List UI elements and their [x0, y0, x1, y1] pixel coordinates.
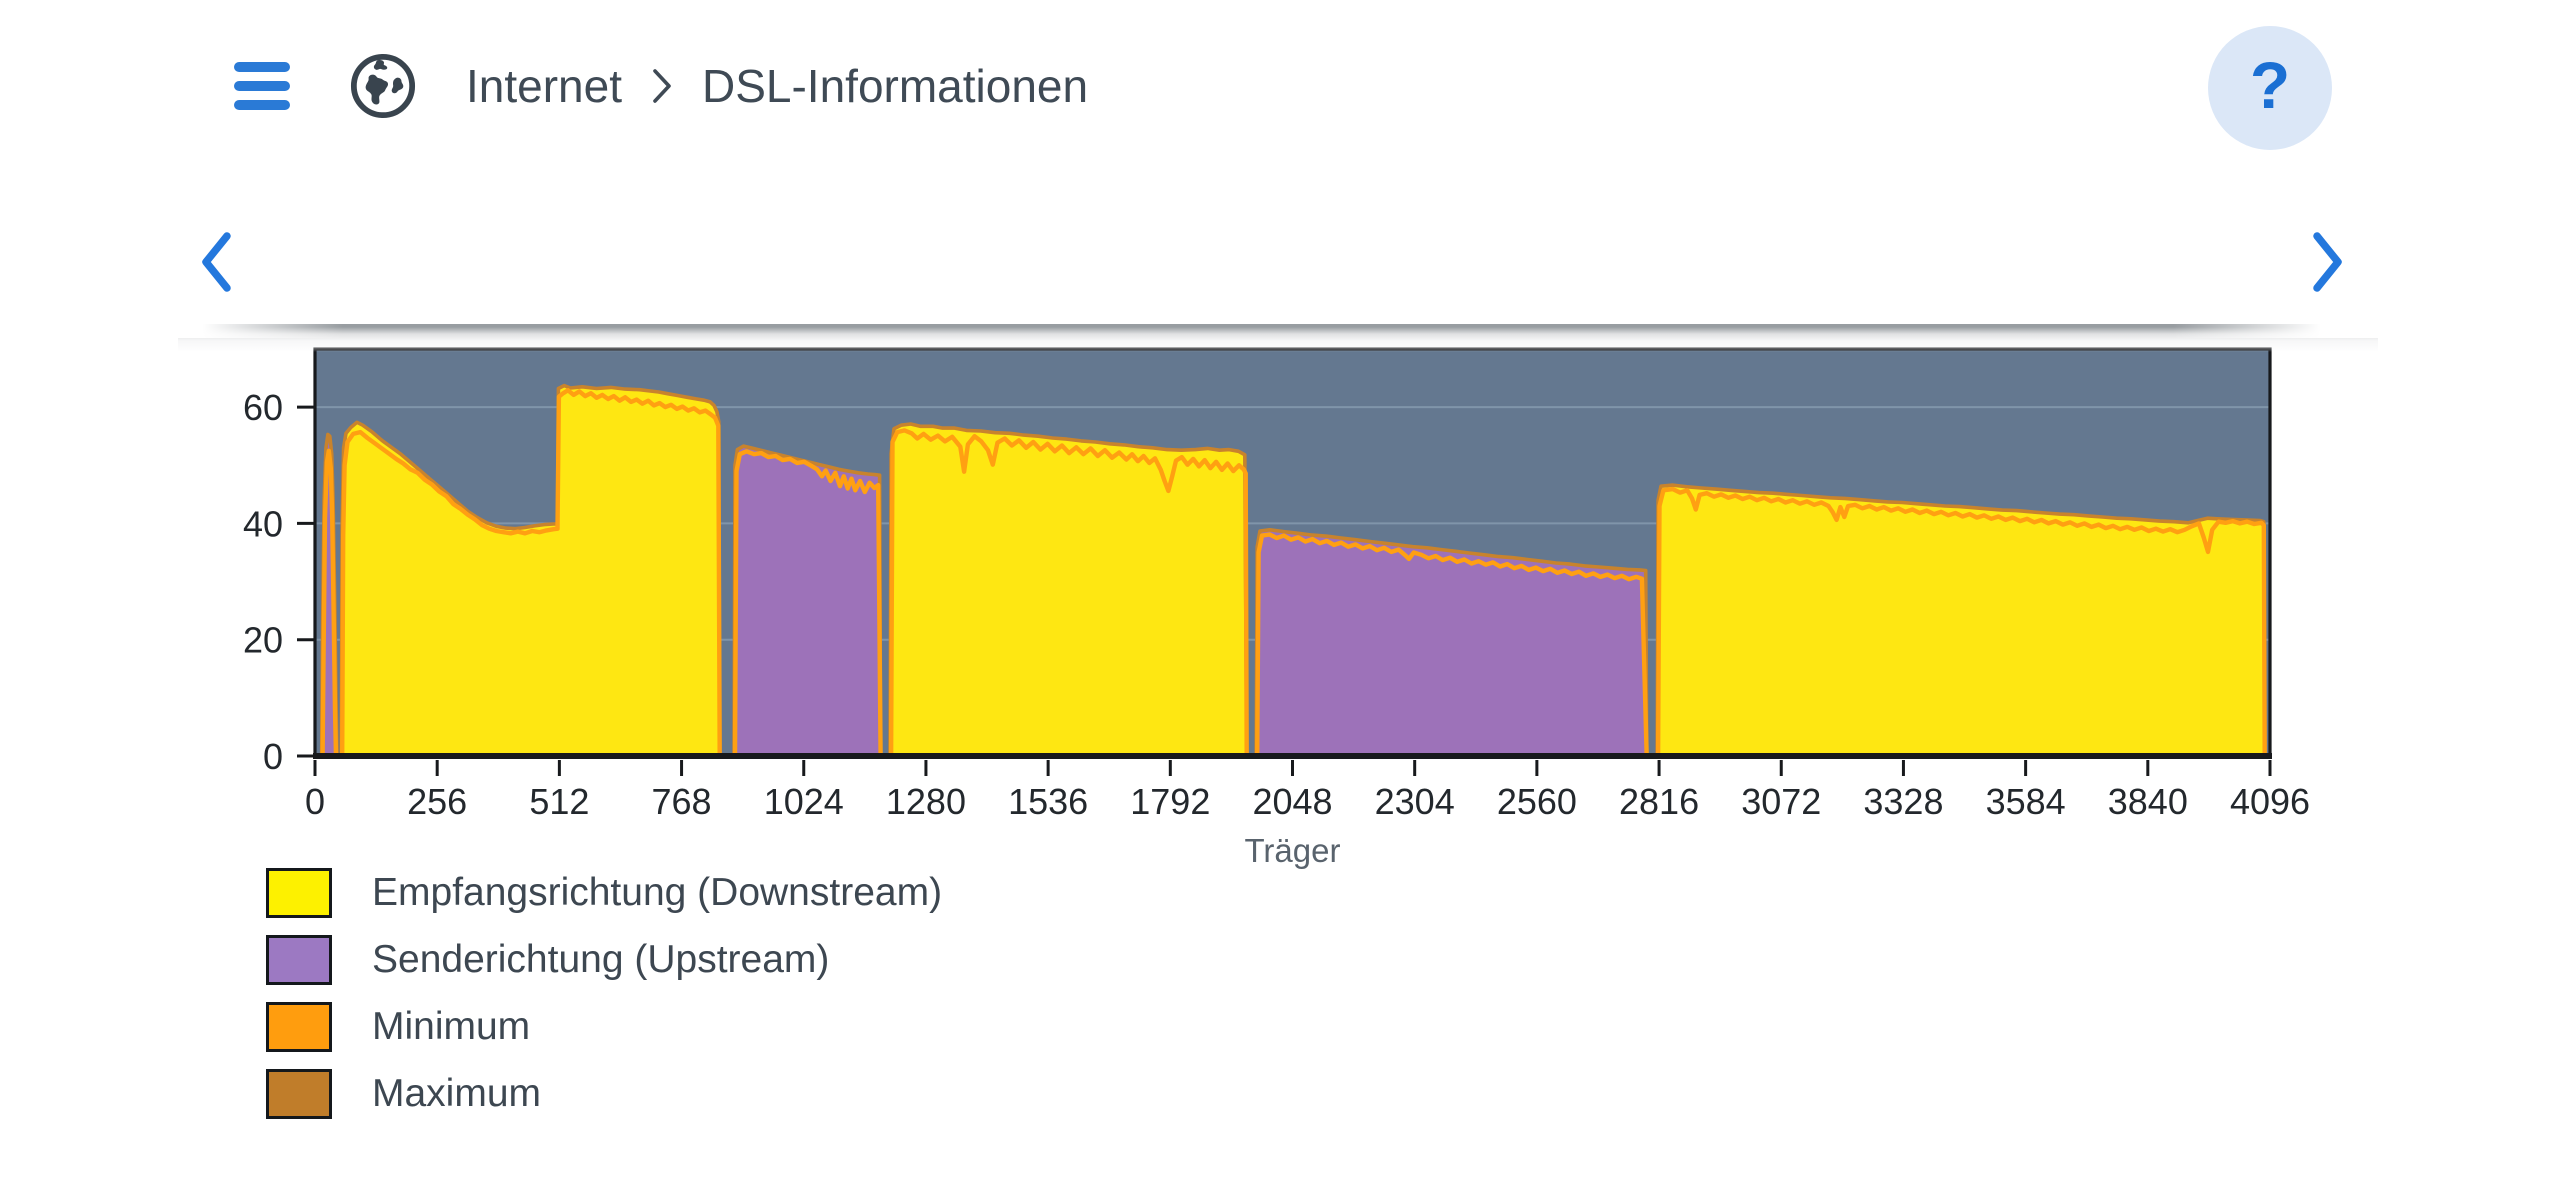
svg-text:0: 0 — [305, 781, 325, 822]
svg-text:1024: 1024 — [764, 781, 844, 822]
legend-swatch-upstream — [266, 935, 332, 985]
svg-text:256: 256 — [407, 781, 467, 822]
legend-swatch-maximum — [266, 1069, 332, 1119]
svg-text:1536: 1536 — [1008, 781, 1088, 822]
svg-text:1280: 1280 — [886, 781, 966, 822]
svg-text:20: 20 — [243, 620, 283, 661]
legend-label-maximum: Maximum — [372, 1072, 542, 1115]
svg-text:Träger: Träger — [1245, 832, 1341, 869]
help-question-mark: ? — [2249, 48, 2291, 122]
legend-item-minimum: Minimum — [266, 1002, 942, 1052]
menu-icon[interactable] — [234, 62, 290, 110]
legend-item-maximum: Maximum — [266, 1069, 942, 1119]
svg-text:768: 768 — [652, 781, 712, 822]
top-bar: Internet DSL-Informationen — [234, 36, 1088, 136]
svg-text:2048: 2048 — [1252, 781, 1332, 822]
tab-fade-right — [2173, 188, 2378, 338]
legend-label-minimum: Minimum — [372, 1005, 531, 1048]
legend-swatch-downstream — [266, 868, 332, 918]
svg-text:1792: 1792 — [1130, 781, 1210, 822]
legend-item-upstream: Senderichtung (Upstream) — [266, 935, 942, 985]
breadcrumb-separator-icon — [653, 69, 671, 103]
breadcrumb-page-title: DSL-Informationen — [702, 60, 1089, 112]
help-button[interactable]: ? — [2208, 26, 2332, 150]
legend-swatch-minimum — [266, 1002, 332, 1052]
svg-text:3328: 3328 — [1863, 781, 1943, 822]
svg-text:4096: 4096 — [2230, 781, 2310, 822]
legend-label-upstream: Senderichtung (Upstream) — [372, 938, 830, 981]
globe-icon — [350, 53, 416, 119]
breadcrumb-section[interactable]: Internet — [466, 60, 622, 112]
legend-label-downstream: Empfangsrichtung (Downstream) — [372, 871, 943, 914]
tab-scroll-left-button[interactable] — [196, 230, 236, 294]
svg-text:60: 60 — [243, 387, 283, 428]
svg-text:0: 0 — [263, 736, 283, 777]
svg-text:3072: 3072 — [1741, 781, 1821, 822]
svg-text:2816: 2816 — [1619, 781, 1699, 822]
svg-text:3584: 3584 — [1986, 781, 2066, 822]
tab-strip-divider — [178, 324, 2378, 352]
legend-item-downstream: Empfangsrichtung (Downstream) — [266, 868, 943, 918]
spectrum-chart: 0 256 512 768 1024 1280 1536 1792 2048 2304 2560 28… — [243, 347, 2310, 869]
svg-text:40: 40 — [243, 503, 283, 544]
svg-text:512: 512 — [529, 781, 589, 822]
chart-legend: Empfangsrichtung (Downstream) Senderichtu… — [266, 868, 943, 1119]
svg-text:2304: 2304 — [1375, 781, 1455, 822]
svg-text:2560: 2560 — [1497, 781, 1577, 822]
svg-text:3840: 3840 — [2108, 781, 2188, 822]
tab-scroll-right-button[interactable] — [2308, 230, 2348, 294]
